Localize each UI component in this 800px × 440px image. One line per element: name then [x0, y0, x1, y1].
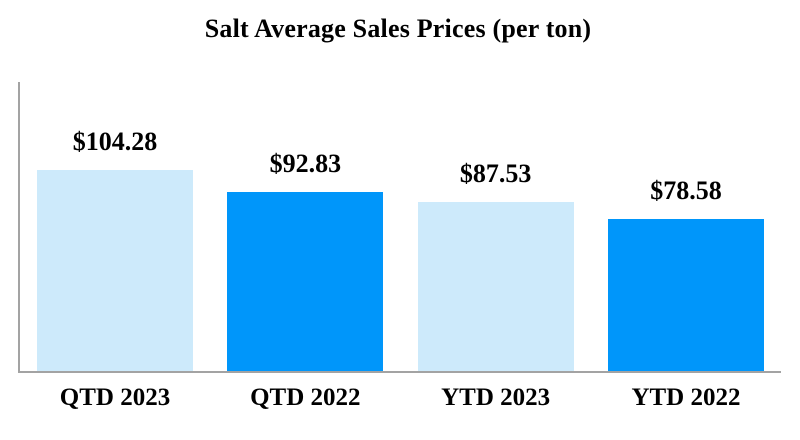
bar-column: $92.83 — [227, 82, 384, 371]
x-axis-label: YTD 2022 — [631, 384, 741, 411]
bar — [607, 219, 764, 371]
bar-column: $87.53 — [417, 82, 574, 371]
bar-column: $78.58 — [607, 82, 764, 371]
bar — [37, 170, 193, 371]
chart-title: Salt Average Sales Prices (per ton) — [204, 14, 592, 43]
plot-area: $104.28 $92.83 $87.53 $78.58 — [18, 82, 781, 373]
x-axis-labels: QTD 2023 QTD 2022 YTD 2023 YTD 2022 — [37, 384, 764, 412]
x-axis-label: QTD 2022 — [250, 384, 361, 411]
bar-value-label: $87.53 — [459, 159, 532, 189]
bars-container: $104.28 $92.83 $87.53 $78.58 — [20, 82, 781, 371]
bar-value-label: $92.83 — [269, 149, 342, 179]
bar-column: $104.28 — [37, 82, 193, 371]
x-axis-label: QTD 2023 — [59, 384, 171, 411]
bar-value-label: $104.28 — [72, 127, 158, 157]
bar — [227, 192, 384, 371]
x-axis-label: YTD 2023 — [441, 384, 551, 411]
bar — [417, 202, 574, 371]
bar-value-label: $78.58 — [650, 176, 722, 206]
